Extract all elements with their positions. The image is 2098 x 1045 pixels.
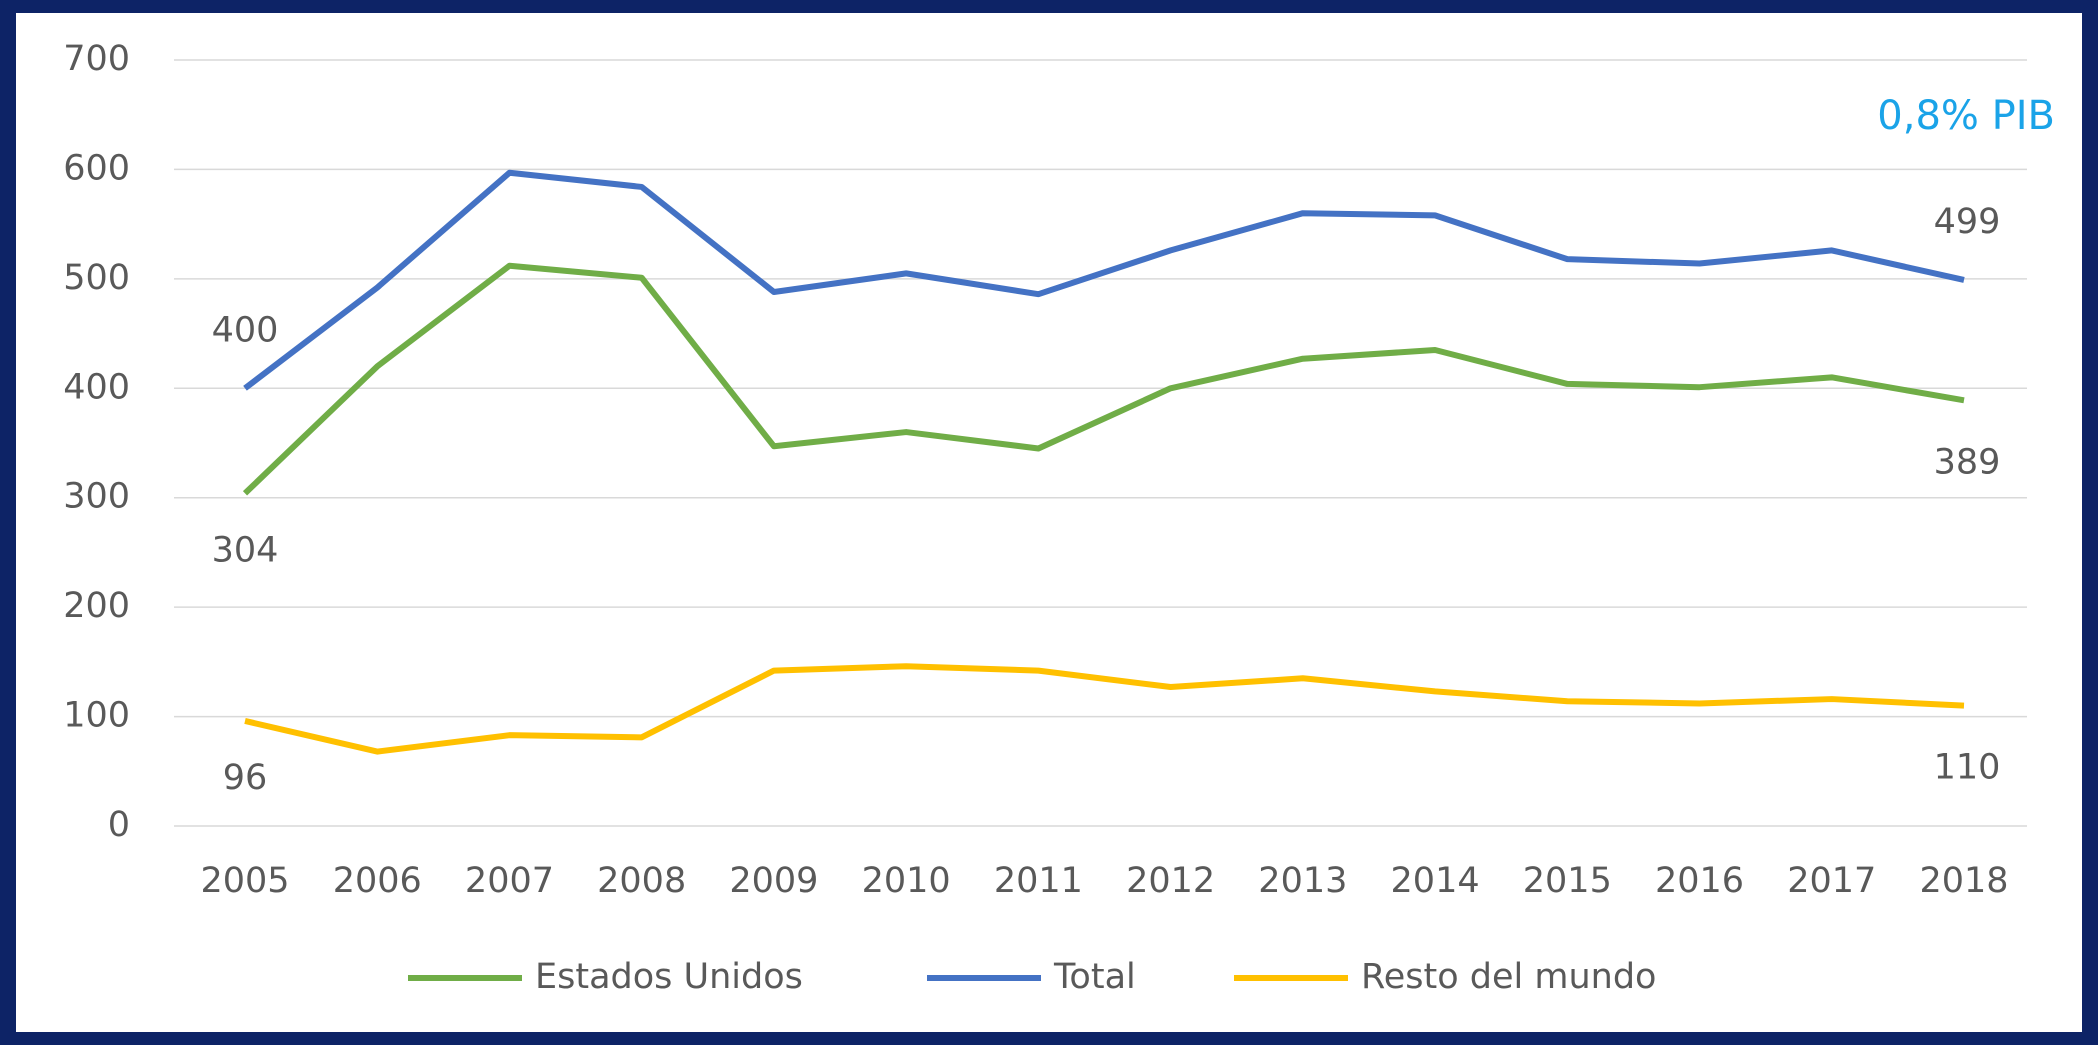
chart-panel xyxy=(16,13,2082,1032)
y-tick-label: 100 xyxy=(63,696,130,736)
series-line xyxy=(243,169,1965,391)
x-tick-label: 2007 xyxy=(465,861,554,901)
data-label: 389 xyxy=(1934,442,2001,482)
x-tick-label: 2018 xyxy=(1919,861,2008,901)
data-label: 499 xyxy=(1934,202,2001,242)
x-tick-label: 2016 xyxy=(1655,861,1744,901)
annotation: 0,8% PIB xyxy=(1877,93,2055,139)
y-tick-label: 500 xyxy=(63,258,130,298)
x-tick-label: 2011 xyxy=(994,861,1083,901)
x-tick-label: 2014 xyxy=(1391,861,1480,901)
y-tick-label: 0 xyxy=(108,805,130,845)
series-line xyxy=(244,663,1965,755)
data-label: 96 xyxy=(223,758,268,798)
x-tick-label: 2015 xyxy=(1523,861,1612,901)
y-tick-label: 400 xyxy=(63,367,130,407)
y-tick-label: 200 xyxy=(63,586,130,626)
x-tick-label: 2010 xyxy=(862,861,951,901)
y-tick-label: 600 xyxy=(63,148,130,188)
x-tick-label: 2005 xyxy=(200,861,289,901)
data-label: 304 xyxy=(212,530,279,570)
x-tick-label: 2012 xyxy=(1126,861,1215,901)
data-label: 400 xyxy=(212,310,279,350)
series-line xyxy=(242,262,1965,496)
x-tick-label: 2009 xyxy=(729,861,818,901)
x-tick-label: 2006 xyxy=(333,861,422,901)
legend-label: Estados Unidos xyxy=(535,957,803,997)
y-tick-label: 300 xyxy=(63,477,130,517)
x-tick-label: 2013 xyxy=(1258,861,1347,901)
y-tick-label: 700 xyxy=(63,39,130,79)
data-label: 110 xyxy=(1934,748,2001,788)
x-tick-label: 2017 xyxy=(1787,861,1876,901)
legend-label: Resto del mundo xyxy=(1361,957,1656,997)
legend-label: Total xyxy=(1053,957,1136,997)
x-tick-label: 2008 xyxy=(597,861,686,901)
